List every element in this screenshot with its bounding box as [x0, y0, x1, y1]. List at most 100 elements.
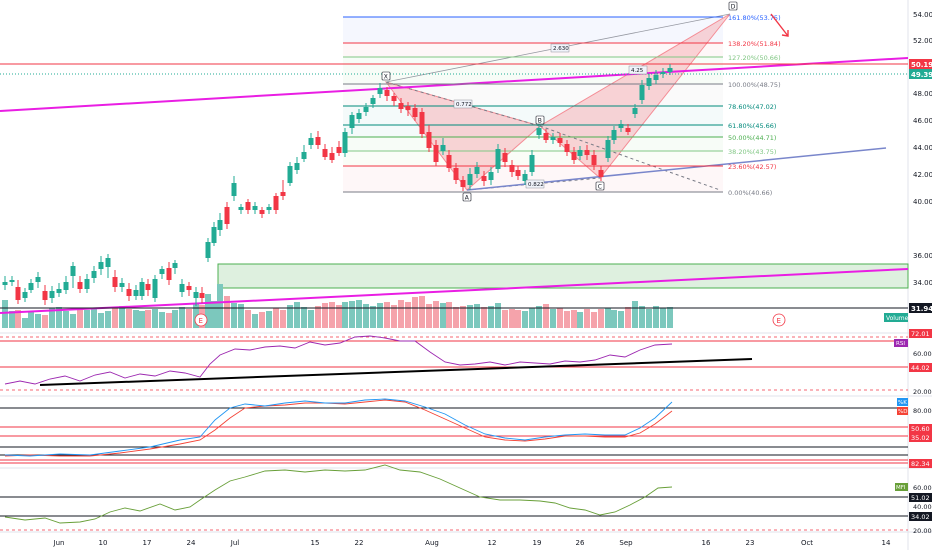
candle: [49, 286, 55, 303]
candle: [280, 180, 286, 200]
candle: [179, 279, 185, 297]
candle: [119, 278, 125, 292]
candle: [35, 272, 41, 288]
candle: [433, 140, 439, 166]
volume-bar: [126, 309, 132, 328]
lower-trendline[interactable]: [0, 268, 909, 314]
volume-bar: [77, 308, 83, 328]
svg-text:82.34: 82.34: [911, 460, 930, 468]
candle: [56, 283, 62, 297]
volume-bar: [625, 307, 631, 328]
svg-text:A: A: [465, 195, 470, 202]
mfi-legend: MFI: [895, 483, 908, 491]
candle: [42, 285, 48, 305]
candle: [301, 145, 307, 162]
volume-bar: [584, 309, 590, 328]
candle: [550, 133, 556, 144]
candle: [536, 124, 542, 139]
earnings-marker[interactable]: E: [772, 313, 786, 327]
time-tick: 19: [533, 539, 542, 547]
volume-bar: [186, 309, 192, 328]
candle: [509, 160, 515, 177]
candle: [584, 145, 590, 160]
volume-bar: [433, 301, 439, 328]
candle: [577, 146, 583, 160]
fib-levels[interactable]: 161.80%(53.75) 138.20%(51.84) 127.20%(50.6…: [343, 14, 781, 197]
candle: [259, 207, 265, 218]
volume-bar: [280, 310, 286, 328]
candle: [9, 276, 15, 286]
volume-bar: [238, 304, 244, 328]
candle: [377, 83, 383, 98]
time-tick: 24: [187, 539, 196, 547]
volume-bar: [308, 310, 314, 328]
svg-text:MFI: MFI: [896, 485, 906, 491]
mfi-tick-badge: 34.02: [909, 512, 932, 521]
fib-level[interactable]: 61.80%(45.66): [343, 122, 776, 130]
volume-bar: [2, 300, 8, 328]
candle: [139, 278, 145, 300]
volume-bar: [133, 310, 139, 328]
harmonic-ratio-label: 0.822: [525, 179, 545, 189]
candlesticks: [2, 64, 673, 306]
volume-bar: [342, 302, 348, 328]
volume-bar: [391, 305, 397, 328]
rsi-tick-badge: 72.01: [909, 329, 932, 338]
candle: [639, 80, 645, 104]
price-tick: 54.00: [913, 11, 932, 19]
volume-bar: [252, 314, 258, 328]
volume-bar: [329, 302, 335, 328]
fib-level[interactable]: 50.00%(44.71): [343, 134, 776, 142]
volume-bar: [536, 306, 542, 328]
stoch-tick-badge: 50.60: [909, 424, 932, 433]
volume-bar: [105, 311, 111, 328]
candle: [112, 270, 118, 292]
fib-zone: [343, 106, 723, 125]
fib-level[interactable]: 161.80%(53.75): [343, 14, 781, 22]
candle: [342, 128, 348, 157]
candle: [598, 166, 604, 181]
candle: [159, 266, 165, 279]
candle: [515, 166, 521, 180]
svg-text:E: E: [777, 317, 781, 325]
candle: [166, 262, 172, 285]
candle: [186, 282, 192, 296]
volume-bar: [522, 311, 528, 328]
volume-bar: [577, 312, 583, 328]
support-zone-box[interactable]: [217, 263, 909, 289]
mfi-tick-badge: 51.02: [909, 493, 932, 502]
candle: [618, 120, 624, 132]
volume-bar: [119, 306, 125, 328]
volume-bar: [9, 311, 15, 328]
svg-text:E: E: [199, 317, 203, 325]
fib-level[interactable]: 100.00%(48.75): [343, 81, 781, 89]
volume-bar: [446, 302, 452, 328]
volume-bar: [145, 310, 151, 328]
fib-level[interactable]: 127.20%(50.66): [343, 54, 781, 62]
time-tick: Sep: [619, 539, 633, 547]
volume-bar: [564, 311, 570, 328]
fib-level[interactable]: 0.00%(40.66): [343, 189, 772, 197]
volume-bar: [481, 307, 487, 328]
harmonic-point-label: B: [535, 115, 545, 125]
candle: [211, 222, 217, 246]
candle: [632, 104, 638, 118]
volume-bar: [660, 308, 666, 328]
price-tick: 52.00: [913, 37, 932, 45]
rsi-trendline[interactable]: [39, 358, 753, 386]
candle: [440, 138, 446, 155]
volume-bar: [543, 304, 549, 328]
candle: [591, 150, 597, 170]
svg-text:44.02: 44.02: [911, 364, 930, 372]
volume-bar: [591, 312, 597, 328]
earnings-marker[interactable]: E: [194, 313, 208, 327]
rsi-panel: 72.01 60.00 44.02 20.00 RSI: [0, 329, 932, 396]
fib-level[interactable]: 38.20%(43.75): [343, 148, 776, 156]
fib-level[interactable]: 138.20%(51.84): [343, 40, 781, 48]
candle: [502, 148, 508, 167]
svg-text:2.630: 2.630: [553, 46, 569, 52]
